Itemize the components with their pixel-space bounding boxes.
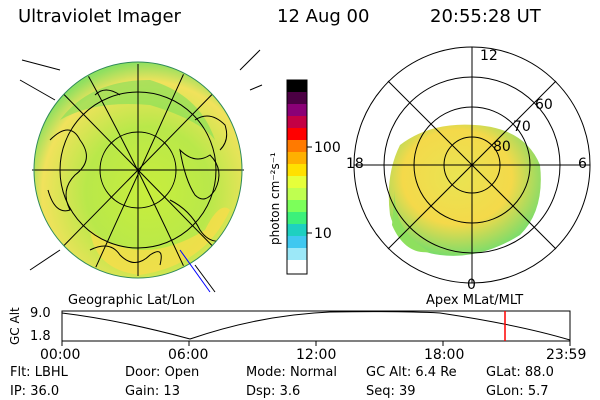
status-dsp: Dsp: 3.6 <box>246 384 301 399</box>
mlt-label-18: 18 <box>346 156 364 172</box>
status-glat: GLat: 88.0 <box>486 365 554 380</box>
colorbar-tick-100: 100 <box>314 140 341 156</box>
status-door: Door: Open <box>125 365 200 380</box>
polar-plot <box>353 46 591 284</box>
mlat-label-70: 70 <box>513 119 531 135</box>
status-gain: Gain: 13 <box>125 384 180 399</box>
status-flt: Flt: LBHL <box>10 365 68 380</box>
colorbar-tick-10: 10 <box>314 226 332 242</box>
altitude-xtick-0000: 00:00 <box>40 347 81 363</box>
altitude-xtick-2359: 23:59 <box>546 347 587 363</box>
colorbar-unit-label: photon cm⁻²s⁻¹ <box>268 152 282 245</box>
status-mode: Mode: Normal <box>246 365 337 380</box>
mlt-label-0: 0 <box>467 277 476 293</box>
mlt-label-6: 6 <box>578 156 587 172</box>
status-gc-alt: GC Alt: 6.4 Re <box>366 365 457 380</box>
time-label: 20:55:28 UT <box>430 6 541 27</box>
status-seq: Seq: 39 <box>366 384 416 399</box>
apex-caption: Apex MLat/MLT <box>426 293 524 308</box>
mlat-label-80: 80 <box>493 139 511 155</box>
geographic-caption: Geographic Lat/Lon <box>68 293 195 308</box>
status-ip: IP: 36.0 <box>10 384 60 399</box>
mlat-label-60: 60 <box>535 97 553 113</box>
altitude-plot <box>61 310 571 346</box>
status-glon: GLon: 5.7 <box>486 384 549 399</box>
altitude-ytick-max: 9.0 <box>30 306 51 321</box>
mlt-label-12: 12 <box>480 48 498 64</box>
altitude-ytick-min: 1.8 <box>30 329 51 344</box>
app-title: Ultraviolet Imager <box>18 6 181 27</box>
date-label: 12 Aug 00 <box>277 6 370 27</box>
geographic-image <box>19 49 263 293</box>
colorbar <box>286 79 312 275</box>
altitude-ylabel: GC Alt <box>8 307 22 345</box>
altitude-xtick-1800: 18:00 <box>424 347 465 363</box>
altitude-xtick-0600: 06:00 <box>168 347 209 363</box>
altitude-xtick-1200: 12:00 <box>296 347 337 363</box>
